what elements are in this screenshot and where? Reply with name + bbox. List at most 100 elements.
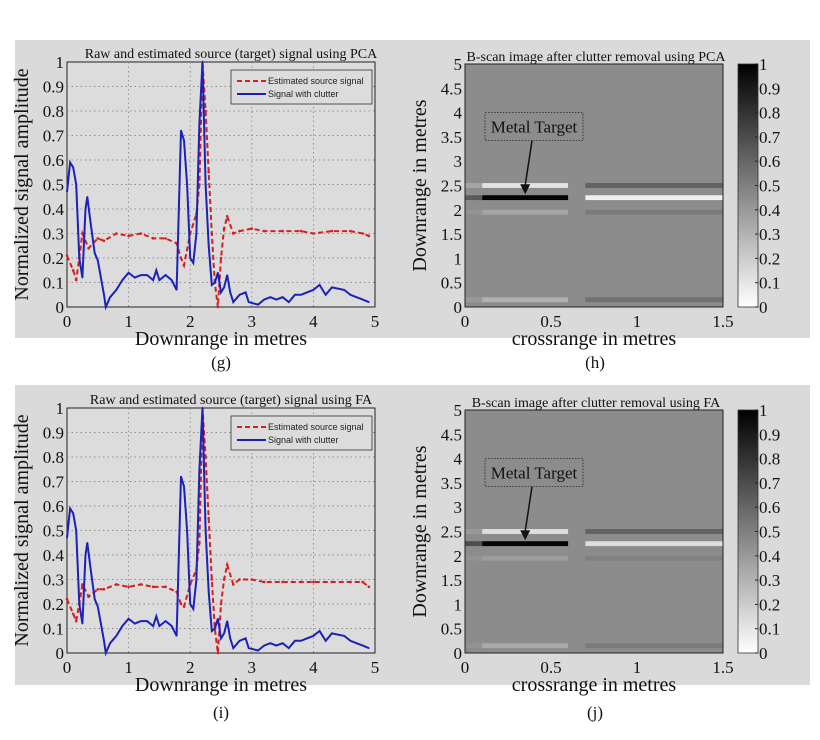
panel-g: 0 1 2 3 4 5 0 0.1 0.2 0.3 0.4 0.5 0.6 0.7 0.8 0.9 1 Estim… [11, 40, 410, 372]
data-point [81, 276, 84, 279]
panel-caption: (g) [211, 353, 231, 372]
data-point [225, 563, 229, 567]
heatmap-cell [568, 529, 586, 534]
data-point [349, 293, 352, 296]
legend-entry: Estimated source signal [268, 422, 364, 432]
heatmap-cell [585, 541, 723, 547]
data-point [180, 475, 182, 478]
data-point [214, 627, 216, 630]
colorbar-tick-label: 0.3 [759, 571, 780, 590]
data-point [114, 583, 118, 586]
data-point [262, 229, 266, 233]
data-point [207, 516, 210, 520]
y-tick-label: 2.5 [441, 177, 462, 196]
colorbar-tick-label: 0 [759, 298, 768, 317]
data-point [71, 268, 75, 272]
legend: Estimated source signal Signal with clutt… [230, 415, 373, 451]
data-point [96, 588, 100, 591]
data-point [87, 246, 90, 250]
data-point [140, 274, 142, 276]
colorbar-tick-label: 0.4 [759, 547, 781, 566]
y-tick-label: 1 [56, 399, 65, 418]
y-tick-label: 0.1 [43, 620, 64, 639]
heatmap-cell [482, 297, 569, 303]
data-point [232, 301, 235, 303]
data-point [114, 232, 118, 235]
x-axis-label: Downrange in metres [135, 674, 307, 696]
x-tick-label: 2 [186, 658, 195, 677]
y-tick-label: 0.2 [43, 595, 64, 614]
data-point [281, 642, 284, 644]
data-point [331, 632, 333, 635]
data-point [164, 620, 167, 622]
data-point [89, 220, 92, 223]
heatmap-cell [585, 195, 723, 201]
x-tick-label: 3 [248, 312, 257, 331]
data-point [152, 625, 155, 627]
data-point [75, 529, 78, 532]
series-line-estimated-source [66, 61, 370, 308]
data-point [257, 649, 259, 652]
data-point [175, 289, 178, 291]
data-point [183, 139, 185, 142]
data-point [146, 274, 148, 276]
data-point [312, 635, 315, 637]
x-axis-label: crossrange in metres [512, 328, 677, 350]
y-tick-label: 1.5 [441, 571, 462, 590]
data-point [81, 583, 84, 586]
colorbar-tick-label: 0.7 [759, 474, 781, 493]
y-tick-label: 2.5 [441, 523, 462, 542]
data-point [195, 232, 198, 235]
plot-frame [464, 409, 724, 654]
data-point [151, 237, 155, 240]
heatmap-cell [465, 529, 483, 534]
heatmap-cell [482, 209, 569, 215]
panel-j: 0 0.5 1 1.5 0 0.5 1 1.5 2 2.5 3 3.5 4 4.5 5 Metal Targe… [409, 385, 810, 722]
data-point [198, 541, 201, 545]
x-tick-label: 1.5 [712, 312, 733, 331]
data-point [97, 259, 99, 262]
annotation-arrow [524, 486, 533, 532]
y-tick-label: 2 [454, 201, 463, 220]
data-point [164, 274, 167, 276]
colorbar-tick-label: 0.4 [759, 201, 781, 220]
colorbar-tick-label: 0.5 [759, 177, 780, 196]
data-point [257, 303, 259, 306]
y-axis-label: Downrange in metres [409, 445, 431, 617]
data-point [324, 639, 327, 642]
annotation-arrow [524, 140, 533, 186]
data-point [318, 284, 321, 286]
data-point [312, 289, 315, 291]
data-point [343, 289, 346, 291]
data-point [349, 639, 352, 642]
data-point [294, 639, 296, 642]
y-tick-label: 0.3 [43, 571, 64, 590]
data-point [250, 578, 254, 581]
data-point [170, 625, 173, 627]
heatmap-cell [568, 209, 586, 215]
y-axis-label: Normalized signal amplitude [11, 68, 33, 300]
legend-box [230, 69, 373, 105]
chart-title: Raw and estimated source (target) signal… [90, 393, 373, 408]
data-point [287, 647, 290, 649]
data-point [71, 612, 75, 616]
data-point [219, 256, 223, 260]
colorbar-tick-label: 1 [759, 401, 768, 420]
data-point [97, 605, 99, 608]
data-point [229, 637, 232, 640]
data-point [269, 642, 272, 644]
data-point [115, 635, 118, 637]
legend-entry: Signal with clutter [268, 89, 339, 99]
legend-entry: Signal with clutter [268, 435, 339, 445]
y-tick-label: 0.5 [43, 522, 64, 541]
heatmap-cell [585, 209, 723, 215]
data-point [158, 279, 161, 281]
x-tick-label: 5 [371, 658, 380, 677]
data-point [139, 232, 143, 235]
data-point [330, 229, 334, 233]
arrowhead [520, 184, 531, 195]
data-point [189, 257, 191, 259]
y-tick-label: 1 [454, 249, 463, 268]
data-point [281, 580, 284, 584]
data-point [222, 227, 226, 230]
